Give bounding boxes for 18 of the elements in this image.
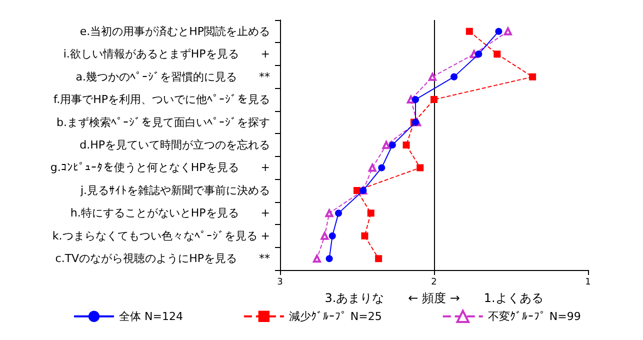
y-tick-label: d.HPを見ていて時間が立つのを忘れる — [80, 138, 270, 152]
x-tick-label: 1 — [585, 278, 591, 288]
y-tick-label: e.当初の用事が済むとHP閲読を止める — [80, 24, 270, 38]
y-tick-label: h.特にすることがないとHPを見る + — [70, 206, 270, 220]
y-tick-label: k.つまらなくてもつい色々なﾍﾟｰｼﾞを見る + — [52, 229, 270, 242]
y-tick-label: i.欲しい情報があるとまずHPを見る + — [63, 48, 270, 61]
y-tick-label: j.見るｻｲﾄを雑誌や新聞で事前に決める — [79, 184, 270, 197]
legend-label: 不変ｸﾞﾙｰﾌﾟ N=99 — [488, 310, 581, 323]
x-axis-title: 3.あまりな ← 頻度 → 1.よくある — [324, 291, 544, 305]
y-tick-label: f.用事でHPを利用、ついでに他ﾍﾟｰｼﾞを見る — [54, 93, 270, 106]
y-tick-label: g.ｺﾝﾋﾟｭｰﾀを使うと何となくHPを見る + — [50, 161, 270, 174]
x-tick-label: 3 — [277, 278, 283, 288]
legend-label: 減少ｸﾞﾙｰﾌﾟ N=25 — [288, 310, 382, 323]
x-tick-label: 2 — [431, 278, 437, 288]
y-tick-label: c.TVのながら視聴のようにHPを見る ** — [55, 252, 270, 266]
y-tick-label: a.幾つかのﾍﾟｰｼﾞを習慣的に見る ** — [76, 70, 270, 84]
y-tick-label: b.まず検索ﾍﾟｰｼﾞを見て面白いﾍﾟｰｼﾞを探す — [56, 116, 270, 129]
legend-label: 全体 N=124 — [119, 310, 183, 323]
